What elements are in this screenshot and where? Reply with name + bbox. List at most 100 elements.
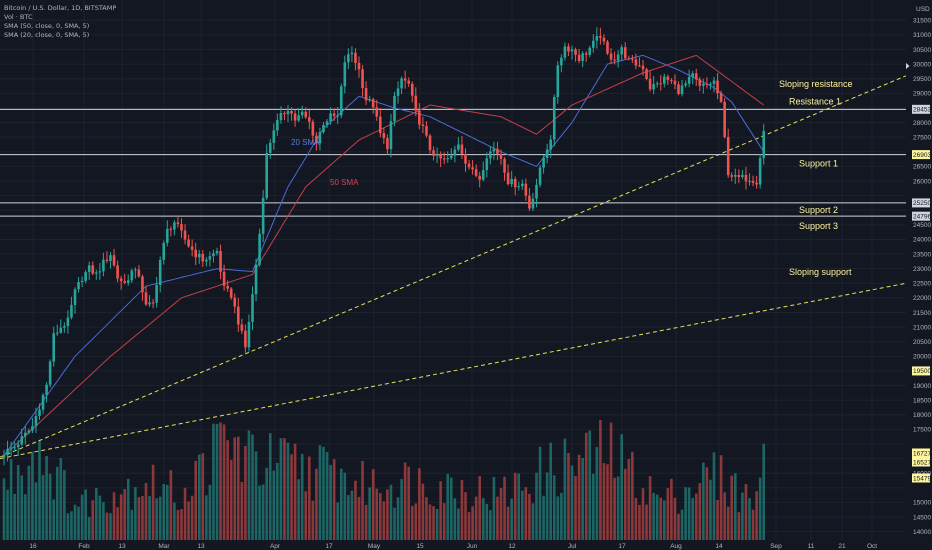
volume-bar	[584, 432, 588, 540]
volume-bar	[240, 482, 244, 540]
price-tick-label: 14500	[913, 514, 931, 521]
candle-body	[247, 322, 251, 348]
candle-body	[663, 76, 666, 84]
volume-bar	[581, 457, 584, 540]
volume-bar	[233, 437, 237, 540]
candle-body	[130, 270, 134, 281]
horizontal-levels[interactable]	[0, 108, 906, 217]
candle-body	[144, 292, 148, 305]
volume-bar	[347, 495, 350, 540]
volume-bar	[187, 501, 190, 540]
volume-bar	[13, 493, 16, 540]
volume-bar	[98, 495, 102, 540]
volume-bar	[126, 478, 130, 540]
candle-body	[45, 384, 48, 396]
candle-body	[489, 151, 492, 159]
price-tick-label: 22500	[913, 281, 931, 288]
candle-body	[109, 255, 112, 261]
volume-bar	[758, 477, 762, 540]
volume-bar	[357, 496, 361, 540]
candle-body	[368, 99, 371, 101]
price-tick-label: 21500	[913, 310, 931, 317]
candle-body	[162, 242, 166, 260]
volume-bar	[425, 497, 428, 540]
volume-bar	[641, 488, 645, 540]
volume-bar	[66, 513, 70, 540]
candle-body	[116, 265, 119, 279]
candle-body	[13, 447, 16, 449]
volume-bar	[279, 438, 283, 540]
price-tick-label: 28000	[913, 120, 931, 127]
volume-bar	[510, 498, 513, 540]
candle-body	[450, 155, 453, 159]
candle-body	[748, 180, 751, 182]
candle-body	[524, 183, 528, 196]
volume-bar	[588, 430, 592, 540]
volume-bar	[268, 433, 272, 540]
volume-bar	[208, 484, 212, 540]
candle-body	[27, 430, 31, 433]
candle-body	[709, 83, 712, 85]
candles	[2, 27, 765, 466]
candle-body	[9, 448, 13, 450]
sloping-trendlines[interactable]	[0, 75, 907, 460]
time-tick-label: 17	[325, 543, 333, 550]
volume-bar	[308, 456, 311, 540]
volume-bar	[567, 452, 570, 540]
volume-bar	[638, 504, 641, 540]
price-axis[interactable]: USD1400014500150001600017500180001850019…	[906, 0, 932, 550]
candle-body	[276, 120, 279, 131]
candle-body	[723, 101, 726, 137]
candle-body	[371, 99, 375, 108]
price-tick-label: 24000	[913, 237, 931, 244]
volume-bar	[55, 466, 59, 540]
volume-bar	[467, 512, 471, 540]
level-label: Support 2	[799, 205, 838, 215]
volume-bar	[648, 476, 652, 540]
candle-body	[38, 409, 41, 417]
candle-body	[251, 294, 254, 323]
price-badge	[912, 198, 930, 208]
volume-bar	[134, 487, 137, 540]
candle-body	[2, 455, 6, 458]
candle-body	[442, 158, 446, 160]
candle-body	[521, 183, 524, 187]
candle-body	[620, 47, 623, 55]
volume-bar	[222, 424, 226, 540]
volume-bar	[265, 467, 268, 540]
volume-bar	[496, 496, 499, 540]
candle-body	[339, 86, 343, 116]
candle-body	[318, 132, 322, 144]
candle-body	[655, 83, 659, 85]
volume-bar	[315, 468, 318, 540]
volume-bar	[119, 494, 123, 540]
volume-bar	[737, 512, 741, 540]
volume-bar	[20, 475, 24, 540]
time-axis[interactable]: 16 Feb 13 Mar 13 Apr 17 May 15 Jun 12 Jul 17 Aug 14 Sep…	[0, 540, 932, 550]
volume-bar	[726, 506, 730, 540]
candle-body	[428, 135, 432, 151]
candle-body	[389, 121, 393, 150]
time-tick-label: 12	[508, 543, 516, 550]
candle-body	[631, 58, 634, 60]
volume-bar	[258, 485, 261, 540]
volume-bar	[16, 465, 20, 540]
candle-body	[751, 180, 755, 183]
volume-bar	[87, 516, 91, 540]
volume-bar	[435, 509, 439, 540]
candle-body	[336, 115, 339, 117]
time-tick-label: 11	[808, 543, 815, 550]
candle-body	[574, 49, 577, 55]
candle-body	[169, 228, 173, 230]
candle-body	[535, 184, 538, 199]
volume-bar	[560, 492, 563, 540]
volume-bar	[623, 468, 627, 540]
time-tick-label: Jun	[467, 543, 478, 550]
price-tick-label: 22000	[913, 295, 931, 302]
volume-bar	[382, 501, 386, 540]
candle-body	[560, 57, 563, 66]
candle-body	[237, 306, 240, 325]
candle-body	[556, 65, 560, 98]
volume-bar	[201, 453, 205, 540]
